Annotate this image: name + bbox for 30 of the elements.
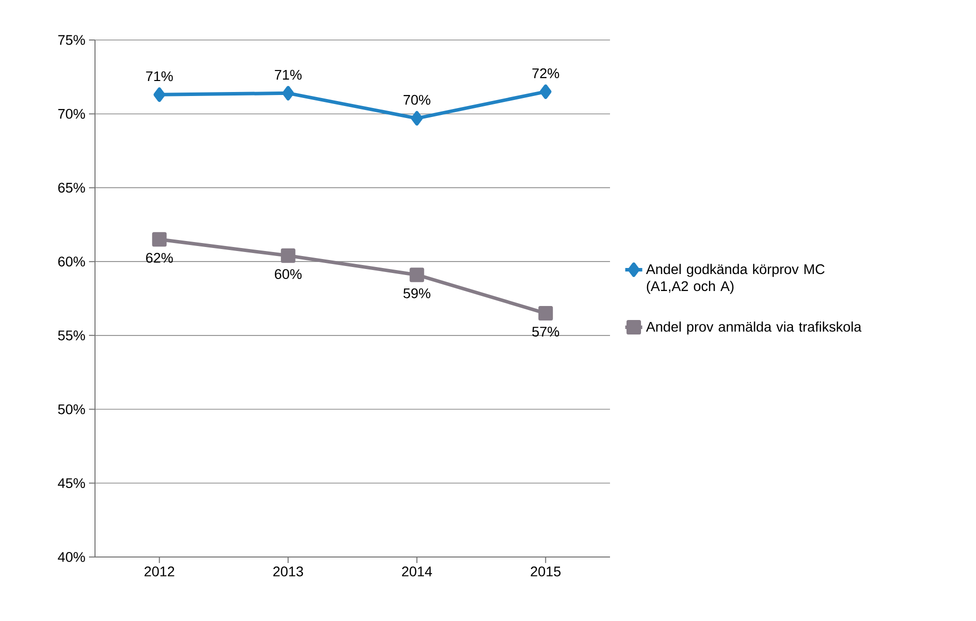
data-label: 60%: [274, 269, 302, 280]
point: [540, 84, 552, 99]
point: [411, 111, 423, 126]
x-tick-label: 2013: [273, 566, 304, 576]
y-tick-label: 60%: [58, 256, 85, 267]
point: [280, 248, 296, 263]
y-tick-label: 55%: [58, 330, 85, 340]
data-label: 71%: [274, 70, 302, 80]
legend-label: Andel godkända körprov MC (A1,A2 och A): [646, 264, 825, 294]
x-tick-label: 2015: [530, 566, 561, 576]
y-tick-label: 45%: [58, 478, 85, 488]
point: [152, 232, 167, 247]
x-tick-label: 2012: [144, 566, 174, 576]
data-label: 71%: [146, 71, 173, 82]
y-tick-label: 50%: [58, 404, 85, 414]
legend-label: Andel prov anmälda via trafikskola: [646, 321, 862, 334]
point: [154, 87, 166, 102]
y-tick-label: 70%: [58, 108, 85, 119]
data-label: 72%: [532, 68, 560, 78]
point: [538, 306, 553, 321]
point: [282, 86, 294, 100]
data-label: 59%: [403, 288, 430, 298]
y-tick-label: 40%: [58, 552, 85, 562]
x-tick-label: 2014: [402, 566, 432, 576]
y-tick-label: 65%: [58, 182, 85, 193]
data-label: 57%: [532, 326, 560, 337]
data-label: 62%: [146, 252, 173, 263]
data-label: 70%: [404, 94, 430, 105]
y-tick-label: 75%: [58, 35, 85, 45]
point: [410, 268, 424, 282]
